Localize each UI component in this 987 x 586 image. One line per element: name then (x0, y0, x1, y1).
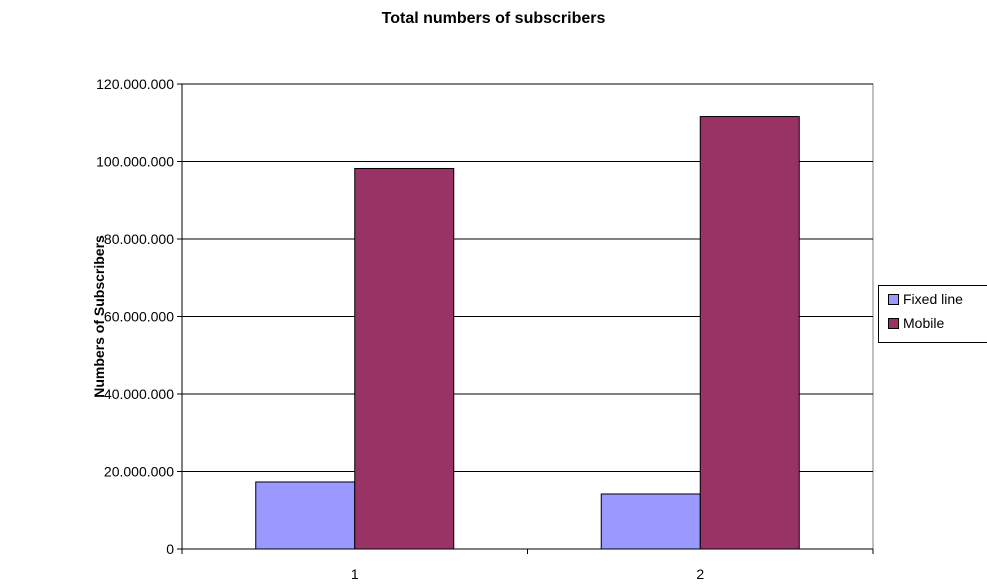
y-tick-label: 80.000.000 (104, 231, 174, 247)
bar (699, 116, 800, 550)
y-tick-label: 120.000.000 (96, 76, 174, 92)
y-tick-label: 0 (166, 541, 174, 557)
legend-swatch-mobile (888, 317, 899, 329)
bar (354, 167, 455, 550)
y-tick-label: 100.000.000 (96, 154, 174, 170)
legend-item-mobile: Mobile (888, 315, 944, 331)
legend-item-fixed-line: Fixed line (888, 291, 963, 307)
legend: Fixed line Mobile (878, 285, 987, 343)
legend-label-mobile: Mobile (903, 315, 945, 331)
y-axis-label: Numbers of Subscribers (91, 235, 107, 398)
x-tick-label: 2 (696, 566, 704, 582)
y-tick-label: 40.000.000 (104, 386, 174, 402)
y-tick-label: 60.000.000 (104, 309, 174, 325)
x-tick-label: 1 (351, 566, 359, 582)
y-tick-label: 20.000.000 (104, 464, 174, 480)
legend-label-fixed-line: Fixed line (903, 291, 963, 307)
legend-swatch-fixed-line (888, 293, 899, 305)
bar (600, 493, 701, 550)
chart-title: Total numbers of subscribers (381, 10, 606, 27)
bar (255, 481, 356, 550)
